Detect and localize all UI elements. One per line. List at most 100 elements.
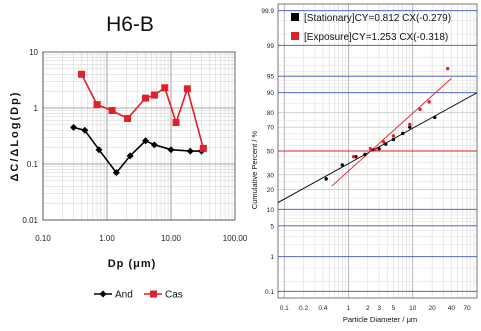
right-point-stationary [363,152,367,157]
left-series-line-and [73,126,202,174]
left-point-and [112,169,120,177]
right-plot-frame [277,3,478,299]
right-y-tick-label: 20 [267,187,275,194]
left-y-tick-label: 10 [29,48,38,57]
right-point-exposure [427,100,431,104]
left-x-tick-labels: 0.10 1.00 10.00 100.00 [35,234,248,243]
left-point-cas [183,85,191,93]
left-point-and [70,123,78,131]
right-point-exposure [351,155,356,159]
left-point-cas [172,119,180,127]
right-x-tick-label: 0.2 [299,305,308,312]
left-x-tick-label: 10.00 [161,234,182,243]
legend-cas-label: Cas [165,290,183,301]
left-x-axis-label: Dp (μm) [108,258,157,270]
left-point-cas [108,107,116,115]
right-x-tick-label: 0.4 [318,305,327,312]
legend-stationary-label: [Stationary]CY=0.812 CX(-0.279) [304,13,451,24]
right-y-axis-label: Cumulative Percent / % [250,130,259,209]
legend-stationary-marker [291,13,299,21]
left-plot-frame [42,51,236,221]
left-x-tick-label: 0.10 [35,234,51,243]
left-point-cas [93,101,101,109]
legend-cas-marker [150,290,157,298]
left-legend: And Cas [94,290,183,301]
left-point-cas [161,84,169,92]
left-x-tick-label: 100.00 [223,234,248,243]
left-y-tick-label: 0.1 [27,160,39,169]
right-point-stationary [408,125,412,129]
left-point-and [142,137,150,145]
right-y-tick-label: 10 [267,207,275,214]
right-point-exposure [368,147,373,151]
right-point-stationary [324,177,328,181]
right-chart: 0.1 1 5 10 20 30 50 70 80 90 95 99 99.9 0.1 0.2 0.4 1 2 3… [250,3,478,324]
right-point-stationary [401,131,405,136]
right-fit-line [331,78,452,187]
right-y-tick-label: 90 [267,90,275,97]
right-x-tick-label: 0.1 [280,305,289,312]
left-point-and [186,147,194,155]
right-series-group [324,66,450,181]
left-point-cas [142,94,150,102]
right-point-exposure [446,66,450,71]
left-plot-area [43,52,235,220]
right-y-tick-label: 50 [267,149,275,156]
right-point-exposure [408,122,412,127]
legend-exposure-marker [291,32,299,40]
left-y-tick-labels: 0.01 0.1 1 10 [22,48,38,225]
left-y-tick-label: 1 [34,104,39,113]
left-point-and [126,152,134,160]
legend-exposure-label: [Exposure]CY=1.253 CX(-0.318) [304,32,448,43]
right-y-tick-label: 99 [267,43,275,50]
right-x-tick-label: 5 [392,305,396,312]
right-y-tick-label: 5 [270,223,274,230]
right-x-tick-label: 1 [347,305,351,312]
right-x-tick-label: 20 [428,305,436,312]
right-point-stationary [391,137,396,142]
left-series-line-cas [80,73,205,149]
right-y-tick-label: 1 [270,254,274,261]
right-fit-line [277,92,478,203]
right-x-tick-label: 70 [463,305,471,312]
legend-and-label: And [115,290,133,301]
right-point-exposure [391,134,396,138]
right-point-exposure [418,107,422,112]
left-point-and [167,146,175,154]
left-chart: H6-B 0.01 0.1 1 10 0.10 1.00 10.00 100.00 ΔC/Δ… [9,13,248,301]
left-point-and [95,146,103,154]
right-point-stationary [377,147,381,151]
left-chart-title: H6-B [106,13,154,36]
right-y-tick-label: 99.9 [261,8,274,15]
right-point-exposure [373,148,377,152]
left-point-cas [199,144,207,152]
right-point-exposure [381,140,386,144]
right-x-tick-label: 40 [448,305,456,312]
right-y-tick-labels: 0.1 1 5 10 20 30 50 70 80 90 95 99 99.9 [261,8,274,296]
right-y-tick-label: 70 [267,125,275,132]
right-point-stationary [384,142,388,146]
right-y-tick-label: 30 [267,172,275,179]
right-point-stationary [340,163,344,167]
left-point-and [81,126,89,134]
left-x-tick-label: 1.00 [99,234,115,243]
right-y-tick-label: 80 [267,110,275,117]
left-point-cas [150,91,158,99]
left-point-cas [78,70,86,78]
right-x-tick-label: 3 [377,305,381,312]
left-series-group [70,70,207,177]
right-point-stationary [433,115,437,120]
left-y-axis-label: ΔC/ΔLog(Dp) [9,91,21,182]
right-x-tick-label: 10 [409,305,417,312]
left-y-tick-label: 0.01 [22,216,38,225]
right-x-axis-label: Particle Diameter / μm [343,315,417,324]
left-point-cas [124,114,132,122]
right-x-tick-labels: 0.1 0.2 0.4 1 2 3 5 10 20 40 70 [280,305,471,312]
right-legend: [Stationary]CY=0.812 CX(-0.279) [Exposur… [291,13,451,43]
right-y-tick-label: 0.1 [265,289,274,296]
right-fit-lines [277,78,478,203]
legend-and-marker [99,290,107,298]
left-point-and [150,141,158,149]
right-x-tick-label: 2 [366,305,370,312]
